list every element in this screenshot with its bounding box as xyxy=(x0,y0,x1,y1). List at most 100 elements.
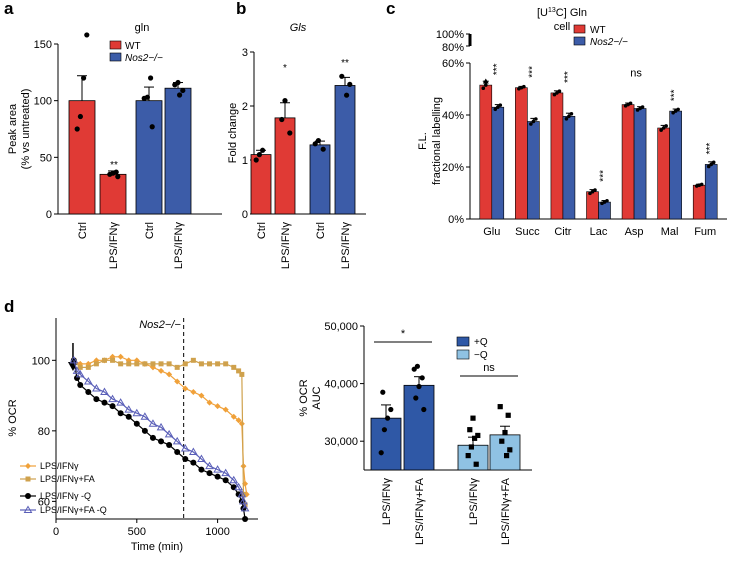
data-point-d-right xyxy=(378,450,384,456)
legend-swatch-c-wt xyxy=(573,24,586,34)
series-marker-0 xyxy=(166,371,173,378)
data-point-a xyxy=(84,32,90,38)
x-tick-label-b: LPS/IFNγ xyxy=(280,222,292,270)
x-tick-label-c: Asp xyxy=(625,226,644,238)
bar-c-Lac-1 xyxy=(598,201,611,220)
series-marker-0 xyxy=(238,420,245,427)
y-tick-label-a: 100 xyxy=(34,96,52,108)
y-tick-label-b: 3 xyxy=(242,47,248,59)
series-marker-2 xyxy=(206,470,213,477)
data-point-a xyxy=(149,124,155,130)
data-point-d-right xyxy=(473,461,479,467)
series-marker-3 xyxy=(164,429,174,438)
data-point-a xyxy=(180,87,186,94)
series-marker-3 xyxy=(108,394,117,403)
data-point-c xyxy=(483,83,488,87)
data-point-b xyxy=(279,116,285,123)
data-point-d-right xyxy=(465,453,471,459)
series-marker-1 xyxy=(134,361,140,367)
series-marker-3 xyxy=(116,398,126,406)
data-point-c xyxy=(482,78,489,84)
series-marker-0 xyxy=(190,389,197,396)
series-marker-3 xyxy=(221,468,231,477)
series-marker-3 xyxy=(92,384,101,392)
legend-marker-d-0 xyxy=(25,463,31,469)
bar-d-right-0 xyxy=(370,417,402,471)
series-marker-0 xyxy=(235,417,242,424)
legend-label-c-nos2: Nos2−/− xyxy=(590,37,628,48)
x-tick-label-a: LPS/IFNγ xyxy=(173,222,185,270)
series-marker-3 xyxy=(83,376,93,385)
data-point-c xyxy=(640,105,645,109)
data-point-d-right xyxy=(502,429,508,436)
y-axis-label-d-auc: % OCRAUC xyxy=(298,379,323,416)
bar-c-Citr-0 xyxy=(550,92,564,220)
x-tick-label-d: 0 xyxy=(53,526,59,538)
legend-swatch-c-nos2 xyxy=(573,36,586,46)
data-point-d-right xyxy=(421,406,427,413)
y-axis-label-d-auc-line1: % OCR xyxy=(298,379,310,416)
significance-c: *** xyxy=(563,71,574,83)
data-point-c xyxy=(529,122,533,126)
data-point-c xyxy=(709,162,714,167)
data-point-c xyxy=(564,116,569,121)
y-tick-label-c: 80% xyxy=(442,42,464,54)
x-tick-label-d: 1000 xyxy=(205,526,229,538)
data-point-a xyxy=(177,92,183,98)
chart-title-c-sup: 13 xyxy=(548,7,556,14)
y-tick-label-d-right: 30,000 xyxy=(324,436,358,448)
x-tick-label-d-right: LPS/IFNγ+FA xyxy=(414,477,426,545)
series-marker-0 xyxy=(117,353,124,360)
legend-swatch-wt xyxy=(109,40,122,50)
series-marker-3 xyxy=(132,408,142,417)
series-marker-3 xyxy=(100,387,109,396)
y-axis-label-c-line1: F.L. xyxy=(417,132,429,150)
series-marker-3 xyxy=(188,447,198,455)
data-point-b xyxy=(344,92,350,98)
y-axis-label-a-line1: Peak area xyxy=(7,103,19,154)
data-point-d-right xyxy=(388,406,394,413)
legend-label-plusq: +Q xyxy=(474,337,488,348)
series-marker-3 xyxy=(72,366,82,374)
series-marker-1 xyxy=(101,357,107,363)
series-marker-3 xyxy=(240,503,250,512)
chart-title-a: gln xyxy=(135,22,150,34)
series-marker-3 xyxy=(148,419,158,427)
y-tick-label-a: 0 xyxy=(46,209,52,221)
data-point-c xyxy=(498,103,503,107)
series-marker-1 xyxy=(126,361,132,367)
bar-a-2 xyxy=(135,100,163,215)
significance-c: *** xyxy=(527,66,538,78)
y-tick-label-d: 80 xyxy=(38,426,50,438)
data-point-c xyxy=(661,126,666,130)
y-tick-label-a: 150 xyxy=(34,39,52,51)
series-marker-3 xyxy=(69,355,79,364)
data-point-c xyxy=(569,112,574,116)
series-marker-2 xyxy=(198,466,205,473)
data-point-d-right xyxy=(497,404,503,410)
data-point-c xyxy=(706,164,711,169)
significance-c: *** xyxy=(492,63,503,75)
series-marker-2 xyxy=(117,410,124,417)
series-marker-3 xyxy=(75,369,85,378)
y-tick-label-c: 100% xyxy=(436,29,464,41)
legend-label-d-0: LPS/IFNγ xyxy=(40,461,79,471)
data-point-c xyxy=(557,89,562,94)
series-marker-0 xyxy=(198,392,205,399)
series-marker-1 xyxy=(215,361,221,367)
data-point-d-right xyxy=(505,412,511,418)
panel-label-c: c xyxy=(386,0,395,18)
data-point-a xyxy=(148,75,154,81)
x-tick-label-c: Citr xyxy=(554,226,571,238)
series-marker-3 xyxy=(205,461,214,470)
x-tick-label-d: 500 xyxy=(128,526,146,538)
data-point-a xyxy=(74,126,80,132)
data-point-b xyxy=(312,141,318,147)
significance-d-2: ns xyxy=(483,362,495,374)
y-tick-label-d: 100 xyxy=(32,355,50,367)
series-marker-1 xyxy=(150,361,156,367)
legend-label-d-2: LPS/IFNγ -Q xyxy=(40,491,91,501)
series-marker-1 xyxy=(198,361,204,367)
legend-label-nos2: Nos2−/− xyxy=(125,53,163,64)
